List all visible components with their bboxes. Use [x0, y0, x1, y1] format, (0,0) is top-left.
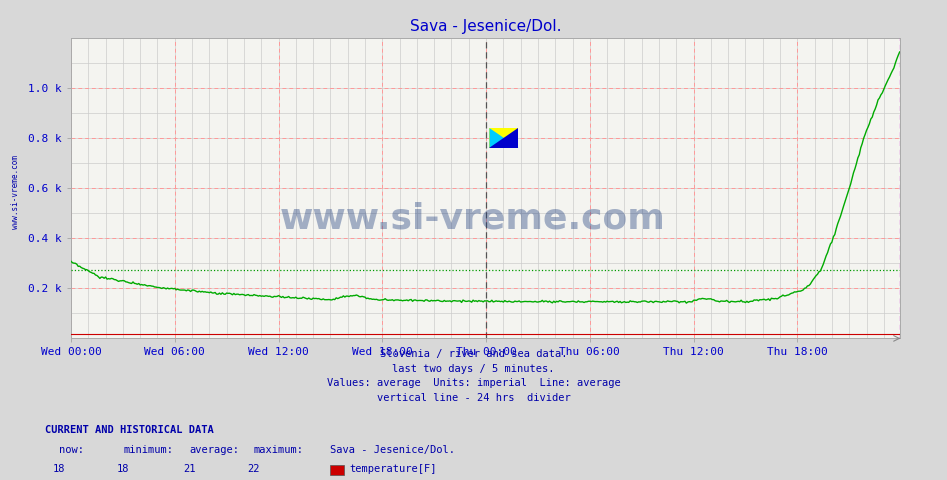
Text: CURRENT AND HISTORICAL DATA: CURRENT AND HISTORICAL DATA [45, 425, 214, 435]
Text: now:: now: [59, 445, 83, 455]
Text: vertical line - 24 hrs  divider: vertical line - 24 hrs divider [377, 393, 570, 403]
Text: Values: average  Units: imperial  Line: average: Values: average Units: imperial Line: av… [327, 378, 620, 388]
Text: maximum:: maximum: [254, 445, 304, 455]
Text: Sava - Jesenice/Dol.: Sava - Jesenice/Dol. [330, 445, 455, 455]
Text: 22: 22 [247, 464, 260, 474]
Text: www.si-vreme.com: www.si-vreme.com [11, 155, 21, 229]
Text: temperature[F]: temperature[F] [349, 464, 437, 474]
Text: 18: 18 [116, 464, 130, 474]
Title: Sava - Jesenice/Dol.: Sava - Jesenice/Dol. [410, 20, 561, 35]
Text: minimum:: minimum: [123, 445, 173, 455]
Text: www.si-vreme.com: www.si-vreme.com [280, 202, 666, 235]
Text: 21: 21 [183, 464, 196, 474]
Text: average:: average: [189, 445, 240, 455]
Text: 18: 18 [52, 464, 65, 474]
Text: last two days / 5 minutes.: last two days / 5 minutes. [392, 364, 555, 374]
Text: Slovenia / river and sea data.: Slovenia / river and sea data. [380, 349, 567, 360]
